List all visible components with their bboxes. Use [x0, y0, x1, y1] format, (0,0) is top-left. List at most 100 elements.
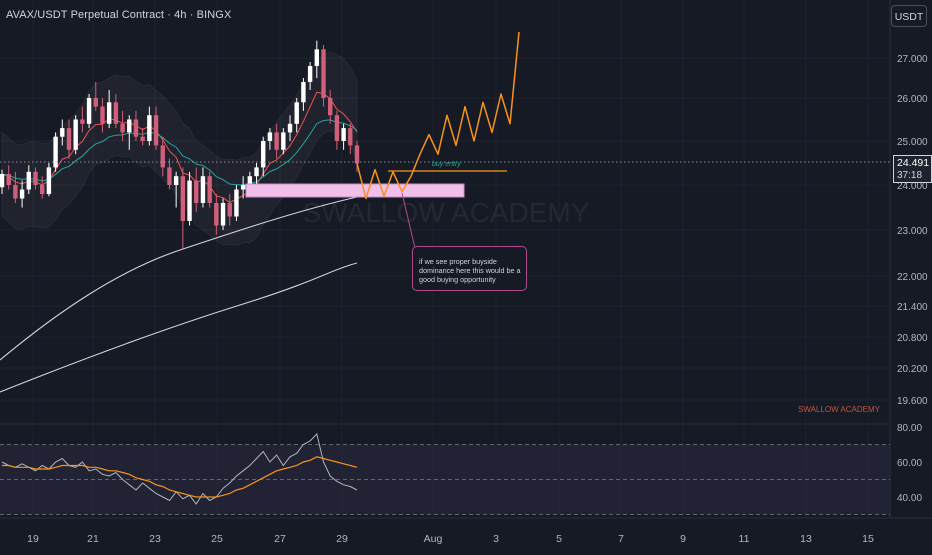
candle-body[interactable] — [294, 102, 299, 124]
price-axis-label: 22.000 — [897, 272, 928, 283]
candle-body[interactable] — [140, 136, 145, 141]
candle-body[interactable] — [160, 145, 165, 168]
currency-button[interactable]: USDT — [891, 5, 927, 27]
buy-entry-label: buy entry — [432, 161, 461, 168]
rsi-line[interactable] — [1, 432, 358, 505]
candle-body[interactable] — [274, 132, 279, 150]
candle-body[interactable] — [113, 102, 119, 124]
candle-body[interactable] — [287, 123, 293, 133]
candle-body[interactable] — [194, 180, 199, 203]
rsi-panel[interactable]: 80.00 60.00 40.00 — [0, 423, 922, 515]
candle-body[interactable] — [93, 98, 98, 107]
time-axis-label: 3 — [493, 533, 499, 545]
candle-body[interactable] — [153, 115, 159, 146]
ema-fast-line — [1, 91, 358, 203]
candle-body[interactable] — [261, 141, 266, 168]
candle-body[interactable] — [354, 145, 360, 164]
time-axis-label: 21 — [87, 533, 99, 545]
time-axis-label: 7 — [618, 533, 624, 545]
candle-body[interactable] — [13, 185, 18, 199]
candle-body[interactable] — [307, 66, 313, 82]
candle-body[interactable] — [46, 167, 52, 194]
candle-body[interactable] — [100, 106, 105, 124]
candle-body[interactable] — [19, 189, 25, 199]
time-axis-label: 9 — [680, 533, 686, 545]
corner-watermark: SWALLOW ACADEMY — [798, 405, 881, 414]
candle-body[interactable] — [6, 174, 11, 185]
last-price-tag: 24.491 37:18 — [893, 155, 932, 183]
last-price-value: 24.491 — [897, 157, 930, 169]
candle-body[interactable] — [348, 128, 353, 146]
time-axis-label: 15 — [862, 533, 874, 545]
note-text: if we see proper buyside dominance here … — [419, 257, 521, 284]
projection-path[interactable] — [356, 31, 520, 200]
candle-body[interactable] — [334, 115, 340, 141]
time-axis-label: 27 — [274, 533, 286, 545]
candle-body[interactable] — [173, 176, 179, 185]
price-axis-label: 27.000 — [897, 54, 928, 65]
rsi-ma-line[interactable] — [2, 456, 358, 498]
candle-body[interactable] — [147, 115, 152, 141]
candle-body[interactable] — [314, 49, 320, 66]
candle-body[interactable] — [301, 82, 306, 103]
candle-body[interactable] — [321, 49, 326, 98]
candle-body[interactable] — [247, 176, 253, 185]
note-connector — [401, 192, 416, 249]
candlesticks[interactable] — [0, 40, 360, 249]
candle-body[interactable] — [234, 189, 239, 217]
candle-body[interactable] — [328, 98, 333, 116]
candle-body[interactable] — [26, 171, 31, 190]
candle-body[interactable] — [187, 180, 192, 221]
candle-body[interactable] — [167, 167, 172, 185]
candle-body[interactable] — [200, 176, 206, 203]
projection-line[interactable] — [356, 31, 520, 200]
candle-body[interactable] — [281, 132, 286, 150]
candle-body[interactable] — [106, 102, 112, 124]
candle-body[interactable] — [180, 176, 186, 221]
candle-body[interactable] — [227, 203, 232, 217]
candle-body[interactable] — [66, 128, 72, 150]
time-axis-label: 23 — [149, 533, 161, 545]
time-axis-label: 29 — [336, 533, 348, 545]
candle-body[interactable] — [53, 136, 58, 168]
candle-body[interactable] — [39, 185, 45, 194]
moving-averages — [0, 91, 358, 393]
candle-body[interactable] — [133, 119, 139, 137]
ema-mid-line — [1, 119, 358, 186]
candle-body[interactable] — [86, 98, 92, 124]
rsi-axis-label: 60.00 — [897, 458, 922, 469]
candle-countdown: 37:18 — [897, 170, 923, 181]
candle-body[interactable] — [33, 171, 38, 185]
price-axis-label: 20.200 — [897, 364, 928, 375]
demand-zone[interactable] — [245, 183, 465, 198]
candle-body[interactable] — [240, 185, 246, 190]
time-axis-label: Aug — [424, 533, 443, 545]
candle-body[interactable] — [80, 119, 85, 124]
center-watermark: SWALLOW ACADEMY — [303, 197, 590, 228]
price-axis-label: 24.000 — [897, 181, 928, 192]
candle-body[interactable] — [220, 203, 226, 226]
candle-body[interactable] — [341, 128, 346, 141]
candle-body[interactable] — [0, 174, 5, 188]
candle-body[interactable] — [120, 123, 125, 133]
candle-body[interactable] — [254, 167, 259, 177]
candle-body[interactable] — [73, 119, 78, 150]
ema-long-line — [0, 262, 358, 393]
candle-body[interactable] — [214, 203, 219, 226]
note-box[interactable]: if we see proper buyside dominance here … — [412, 246, 527, 291]
price-axis-label: 25.000 — [897, 137, 928, 148]
price-axis-label: 26.000 — [897, 94, 928, 105]
candle-body[interactable] — [267, 132, 273, 141]
candle-body[interactable] — [60, 128, 65, 137]
ema-slow-line — [0, 196, 358, 361]
candle-body[interactable] — [207, 176, 212, 203]
rsi-axis-label: 80.00 — [897, 423, 922, 434]
price-axis-label: 21.400 — [897, 302, 928, 313]
time-axis-label: 13 — [800, 533, 812, 545]
candle-body[interactable] — [127, 119, 132, 133]
price-axis-label: 19.600 — [897, 396, 928, 407]
chart-title: AVAX/USDT Perpetual Contract · 4h · BING… — [6, 9, 232, 21]
